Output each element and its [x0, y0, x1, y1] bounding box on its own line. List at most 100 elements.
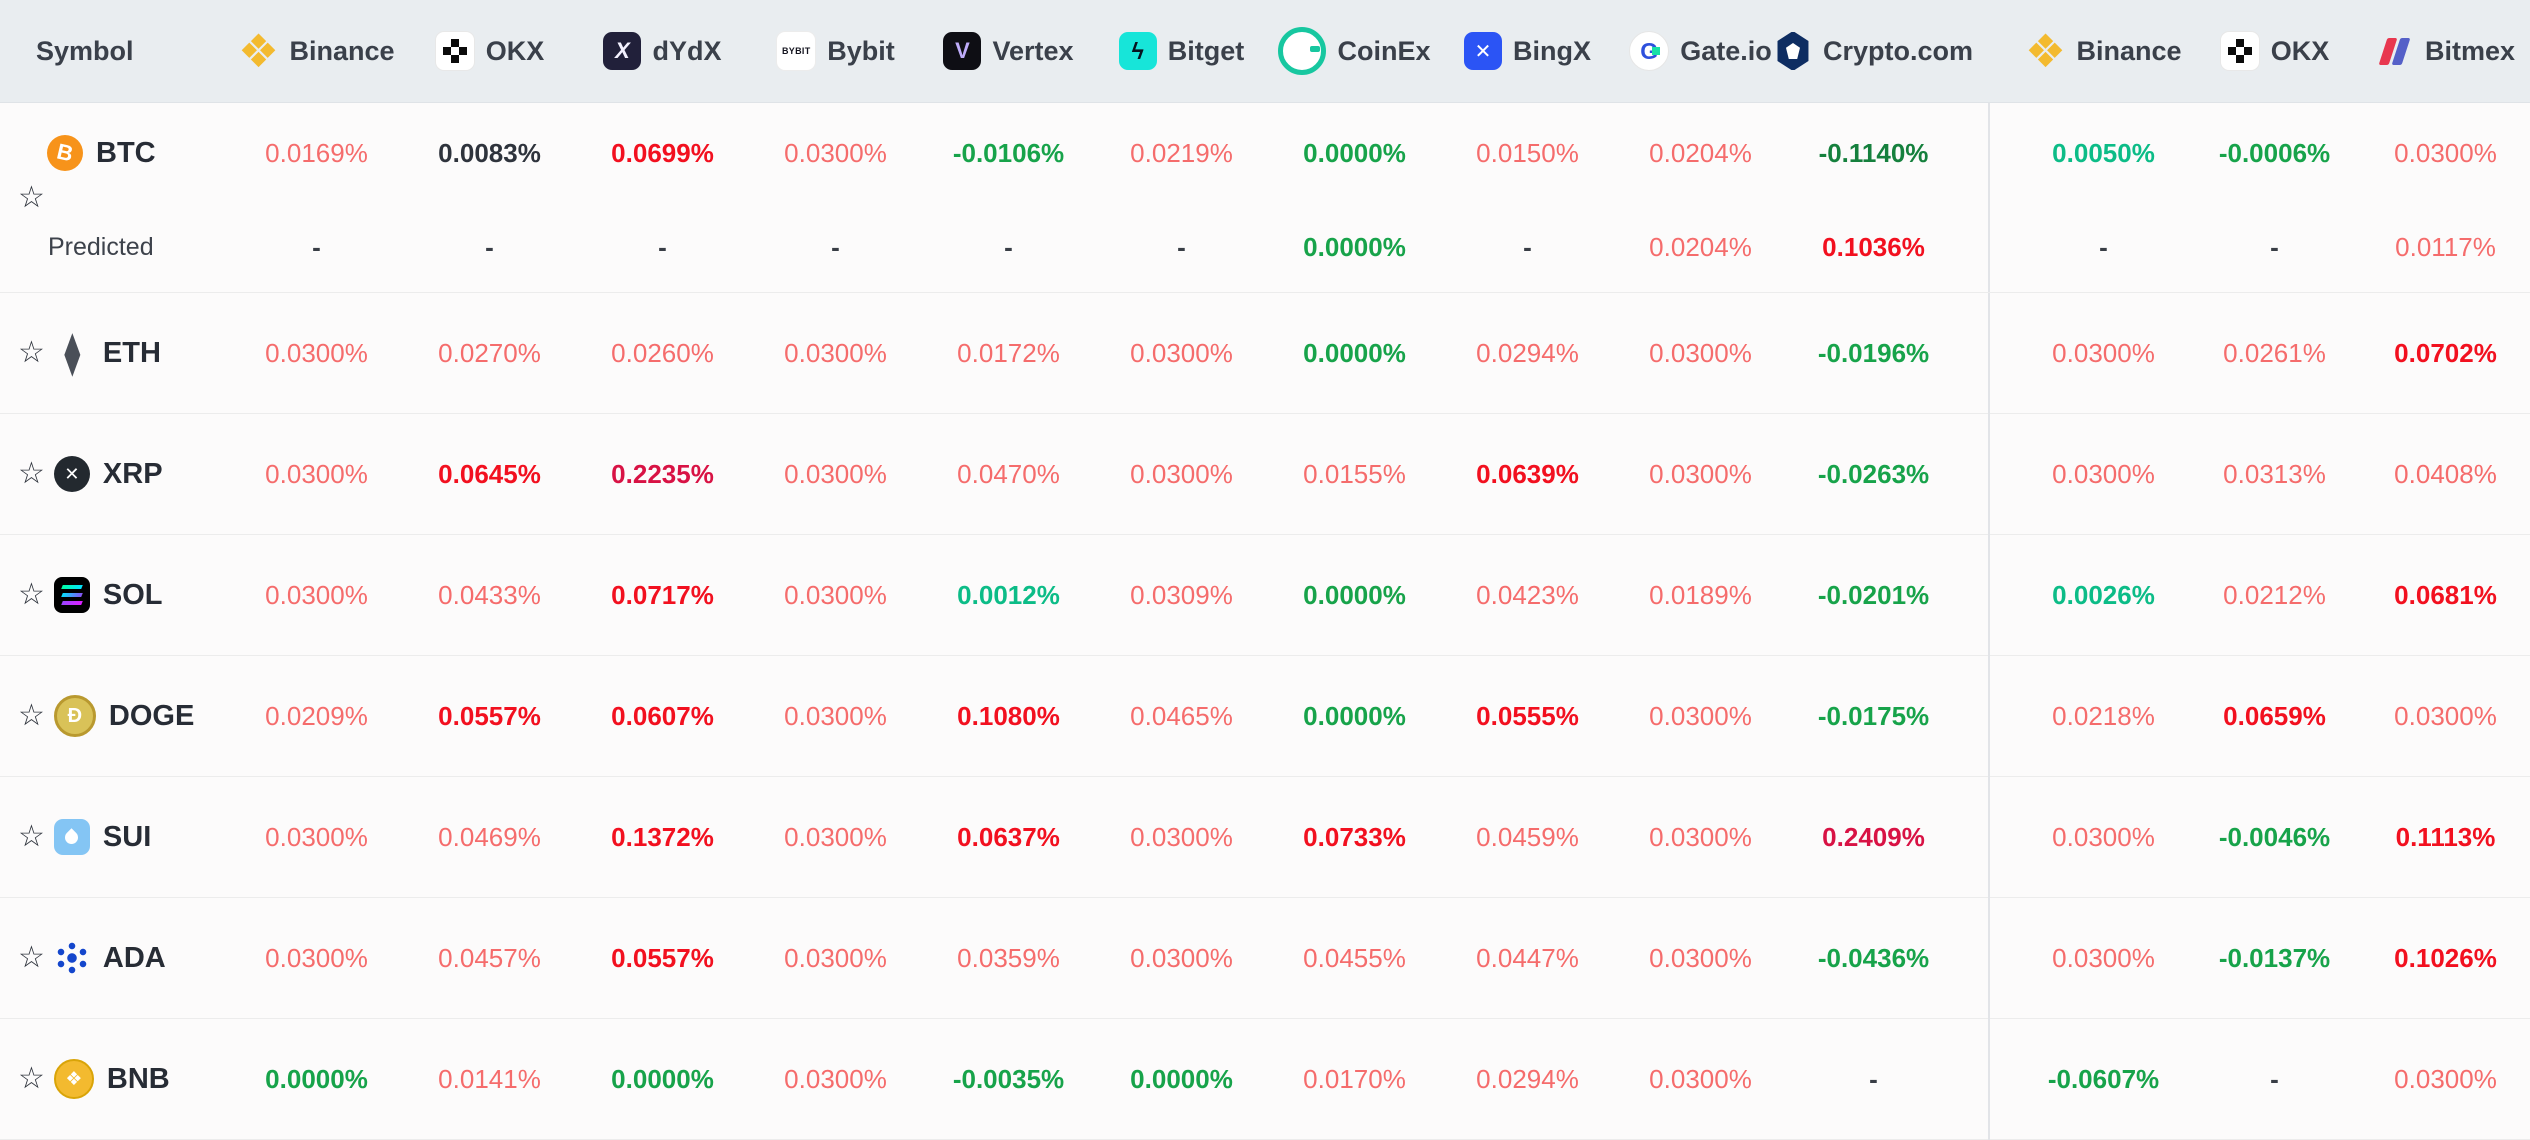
rate-cell[interactable]: 0.0083%: [438, 137, 541, 168]
rate-cell[interactable]: 0.0645%: [438, 458, 541, 489]
symbol-cell[interactable]: ☆ ❖ BNB: [0, 1059, 230, 1099]
favorite-star-icon[interactable]: ☆: [18, 578, 45, 611]
rate-cell[interactable]: 0.0300%: [2052, 942, 2155, 973]
rate-cell[interactable]: 0.0717%: [611, 579, 714, 610]
rate-cell[interactable]: 0.0189%: [1649, 579, 1752, 610]
rate-cell[interactable]: 0.0300%: [2052, 458, 2155, 489]
rate-cell[interactable]: 0.0270%: [438, 337, 541, 368]
column-header-binance[interactable]: ❖ Binance: [230, 28, 403, 74]
rate-cell[interactable]: 0.0300%: [784, 337, 887, 368]
rate-cell[interactable]: 0.0313%: [2223, 458, 2326, 489]
rate-cell[interactable]: 0.0300%: [1649, 821, 1752, 852]
rate-cell[interactable]: -: [2270, 1063, 2279, 1094]
rate-cell[interactable]: 0.0155%: [1303, 458, 1406, 489]
rate-cell[interactable]: 0.0219%: [1130, 137, 1233, 168]
rate-cell[interactable]: -0.0607%: [2047, 1063, 2160, 1094]
rate-cell[interactable]: 0.0300%: [784, 579, 887, 610]
rate-cell[interactable]: -: [1523, 232, 1532, 262]
rate-cell[interactable]: 0.0000%: [1303, 137, 1406, 168]
symbol-cell[interactable]: ☆ SUI: [0, 819, 230, 855]
favorite-star-icon[interactable]: ☆: [18, 1062, 45, 1095]
column-header-gateio[interactable]: G Gate.io: [1614, 31, 1787, 71]
rate-cell[interactable]: 0.0659%: [2223, 700, 2326, 731]
rate-cell[interactable]: 0.0699%: [611, 137, 714, 168]
rate-cell[interactable]: 0.0000%: [265, 1063, 368, 1094]
rate-cell[interactable]: 0.0300%: [784, 700, 887, 731]
favorite-star-icon[interactable]: ☆: [18, 941, 45, 974]
favorite-star-icon[interactable]: ☆: [18, 820, 45, 853]
rate-cell[interactable]: 0.0465%: [1130, 700, 1233, 731]
rate-cell[interactable]: 0.0300%: [1130, 458, 1233, 489]
symbol-cell[interactable]: ☆ ✕ XRP: [0, 456, 230, 492]
rate-cell[interactable]: 0.0294%: [1476, 1063, 1579, 1094]
rate-cell[interactable]: 0.0300%: [1649, 458, 1752, 489]
rate-cell[interactable]: 0.0000%: [1130, 1063, 1233, 1094]
favorite-star-icon[interactable]: ☆: [18, 699, 45, 732]
rate-cell[interactable]: 0.1080%: [957, 700, 1060, 731]
rate-cell[interactable]: -: [2270, 232, 2279, 262]
rate-cell[interactable]: 0.0702%: [2394, 337, 2497, 368]
rate-cell[interactable]: -0.0006%: [2218, 137, 2331, 168]
rate-cell[interactable]: -: [2099, 232, 2108, 262]
rate-cell[interactable]: 0.1113%: [2395, 821, 2496, 852]
rate-cell[interactable]: 0.0150%: [1476, 137, 1579, 168]
rate-cell[interactable]: -0.0201%: [1817, 579, 1930, 610]
rate-cell[interactable]: 0.0300%: [265, 337, 368, 368]
rate-cell[interactable]: 0.0300%: [2394, 137, 2497, 168]
rate-cell[interactable]: 0.0209%: [265, 700, 368, 731]
rate-cell[interactable]: 0.0169%: [265, 137, 368, 168]
rate-cell[interactable]: 0.0300%: [265, 458, 368, 489]
rate-cell[interactable]: 0.0300%: [1649, 1063, 1752, 1094]
rate-cell[interactable]: 0.0300%: [265, 942, 368, 973]
rate-cell[interactable]: 0.0000%: [1303, 337, 1406, 368]
rate-cell[interactable]: 0.0300%: [784, 821, 887, 852]
rate-cell[interactable]: 0.0026%: [2052, 579, 2155, 610]
rate-cell[interactable]: -0.1140%: [1818, 137, 1929, 168]
favorite-star-icon[interactable]: ☆: [18, 336, 45, 369]
column-header-binance[interactable]: ❖ Binance: [2018, 28, 2189, 74]
rate-cell[interactable]: 0.0117%: [2395, 232, 2496, 262]
rate-cell[interactable]: 0.0300%: [784, 942, 887, 973]
column-header-bitmex[interactable]: Bitmex: [2360, 32, 2530, 70]
rate-cell[interactable]: 0.0470%: [957, 458, 1060, 489]
rate-cell[interactable]: 0.0300%: [784, 137, 887, 168]
rate-cell[interactable]: 0.0639%: [1476, 458, 1579, 489]
rate-cell[interactable]: 0.0172%: [957, 337, 1060, 368]
rate-cell[interactable]: 0.0000%: [1303, 232, 1406, 262]
rate-cell[interactable]: 0.0681%: [2394, 579, 2497, 610]
rate-cell[interactable]: 0.0408%: [2394, 458, 2497, 489]
symbol-cell[interactable]: ☆ Ð DOGE: [0, 695, 230, 737]
rate-cell[interactable]: 0.0260%: [611, 337, 714, 368]
rate-cell[interactable]: -: [485, 232, 494, 262]
rate-cell[interactable]: 0.0557%: [438, 700, 541, 731]
rate-cell[interactable]: 0.0457%: [438, 942, 541, 973]
column-header-bingx[interactable]: ✕ BingX: [1441, 32, 1614, 70]
favorite-star-icon[interactable]: ☆: [18, 457, 45, 490]
rate-cell[interactable]: 0.0637%: [957, 821, 1060, 852]
column-header-coinex[interactable]: CoinEx: [1268, 27, 1441, 75]
rate-cell[interactable]: 0.0212%: [2223, 579, 2326, 610]
rate-cell[interactable]: 0.0170%: [1303, 1063, 1406, 1094]
rate-cell[interactable]: -: [658, 232, 667, 262]
rate-cell[interactable]: 0.0261%: [2223, 337, 2326, 368]
rate-cell[interactable]: -0.0175%: [1817, 700, 1930, 731]
column-header-bitget[interactable]: ϟ Bitget: [1095, 32, 1268, 70]
rate-cell[interactable]: 0.0294%: [1476, 337, 1579, 368]
rate-cell[interactable]: 0.0455%: [1303, 942, 1406, 973]
rate-cell[interactable]: 0.0300%: [265, 579, 368, 610]
rate-cell[interactable]: -: [1177, 232, 1186, 262]
rate-cell[interactable]: 0.0555%: [1476, 700, 1579, 731]
rate-cell[interactable]: 0.0218%: [2052, 700, 2155, 731]
rate-cell[interactable]: 0.0447%: [1476, 942, 1579, 973]
symbol-cell[interactable]: ☆ SOL: [0, 577, 230, 613]
symbol-cell[interactable]: ☆ ADA: [0, 940, 230, 976]
column-header-okx[interactable]: OKX: [2189, 31, 2360, 71]
rate-cell[interactable]: 0.0000%: [1303, 700, 1406, 731]
rate-cell[interactable]: 0.0300%: [784, 458, 887, 489]
rate-cell[interactable]: -0.0137%: [2218, 942, 2331, 973]
rate-cell[interactable]: -0.0436%: [1817, 942, 1930, 973]
rate-cell[interactable]: 0.0300%: [265, 821, 368, 852]
rate-cell[interactable]: 0.1372%: [611, 821, 714, 852]
rate-cell[interactable]: 0.1026%: [2394, 942, 2497, 973]
